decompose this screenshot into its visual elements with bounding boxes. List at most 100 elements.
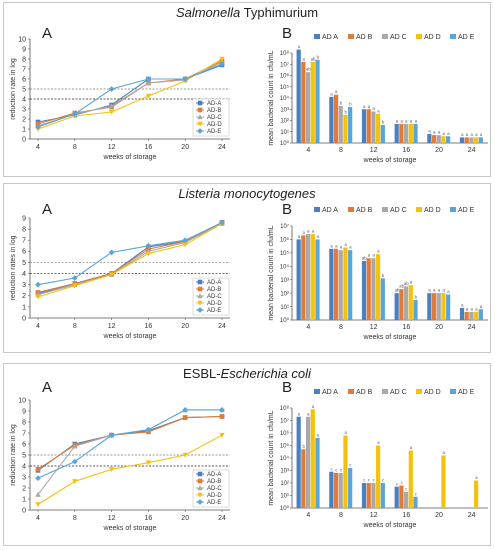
y-tick-label: 3 — [22, 106, 26, 113]
y-tick-label: 10⁷ — [280, 223, 289, 230]
significance-label: a — [428, 288, 431, 293]
legend-swatch — [450, 207, 456, 212]
bar-B — [464, 311, 469, 320]
panel-title: Salmonella Typhimurium — [4, 5, 490, 20]
x-tick-label: 8 — [73, 323, 77, 330]
bar-A — [296, 416, 301, 508]
bar-E — [315, 438, 320, 508]
y-tick-label: 7 — [22, 238, 26, 245]
significance-label: a — [475, 306, 478, 311]
data-point-E — [219, 219, 225, 226]
bar-A — [329, 248, 334, 320]
legend-marker — [197, 286, 203, 292]
significance-label: b — [382, 273, 385, 278]
y-tick-label: 2 — [22, 485, 26, 492]
data-point-D — [108, 272, 115, 278]
significance-label: ab — [399, 284, 404, 289]
title-part: ESBL- — [183, 366, 221, 381]
panel-ecoli: ESBL-Escherichia coli A 0 1 2 3 4 5 6 7 8 9 10 4 8 12 1… — [3, 363, 491, 546]
x-tick-label: 4 — [306, 324, 310, 331]
y-tick-label: 10² — [280, 481, 289, 487]
bar-C — [338, 473, 343, 508]
bar-C — [469, 311, 474, 320]
data-point-C — [108, 103, 115, 109]
legend-entry: AD E — [458, 389, 475, 396]
subplot-label: B — [282, 379, 292, 396]
significance-label: a — [443, 288, 446, 293]
data-point-D — [108, 109, 115, 115]
legend-entry: AD-D — [207, 122, 222, 128]
bar-C — [403, 286, 409, 320]
legend-marker — [197, 485, 203, 491]
y-tick-label: 5 — [22, 86, 26, 93]
x-tick-label: 12 — [108, 144, 116, 151]
significance-label: a — [302, 57, 305, 62]
legend-entry: AD-B — [207, 479, 221, 485]
y-tick-label: 10⁸ — [280, 50, 290, 57]
bar-C — [469, 137, 474, 143]
subplot-label: A — [42, 379, 52, 396]
significance-label: c — [368, 478, 370, 483]
significance-label: c — [373, 478, 375, 483]
significance-label: c — [349, 463, 351, 468]
bar-A — [459, 307, 465, 320]
y-tick-label: 10⁷ — [280, 61, 289, 68]
y-tick-label: 4 — [22, 271, 26, 278]
significance-label: a — [317, 234, 320, 239]
bar-B — [464, 137, 469, 143]
significance-label: a — [368, 253, 371, 258]
x-tick-label: 4 — [36, 515, 40, 522]
data-point-E — [35, 475, 41, 481]
bar-D — [441, 136, 446, 143]
bar-C — [305, 234, 311, 320]
significance-label: c — [396, 481, 398, 486]
significance-label: a — [415, 118, 418, 123]
series-line-D — [37, 434, 223, 505]
bar-E — [380, 483, 385, 508]
legend-entry: AD-A — [207, 280, 221, 286]
bar-A — [459, 137, 465, 143]
significance-label: a — [345, 430, 348, 435]
significance-label: a — [461, 132, 464, 137]
series-line-D — [37, 58, 223, 130]
legend-marker — [197, 128, 203, 134]
x-tick-label: 4 — [36, 323, 40, 330]
x-tick-label: 20 — [181, 323, 189, 330]
data-point-D — [145, 460, 152, 466]
legend-entry: AD C — [390, 34, 407, 41]
y-tick-label: 1 — [22, 126, 26, 133]
bar-B — [301, 449, 306, 508]
bar-chart: B 10⁰ 10¹ 10² 10³ 10⁴ 10⁵ 10⁶ 10⁷ 10⁸ weeks of sto… — [268, 379, 488, 529]
bar-E — [478, 137, 483, 143]
panel-title: ESBL-Escherichia coli — [4, 366, 490, 381]
bar-chart: B 10⁰ 10¹ 10² 10³ 10⁴ 10⁵ 10⁶ 10⁷ weeks of storag… — [268, 201, 488, 341]
significance-label: b — [302, 444, 305, 449]
y-tick-label: 2 — [22, 293, 26, 300]
bar-A — [296, 239, 301, 320]
x-axis-label: weeks of storage — [103, 333, 157, 340]
y-tick-label: 10⁰ — [280, 140, 290, 147]
legend-entry: AD C — [390, 207, 407, 214]
significance-label: a — [480, 132, 483, 137]
legend-swatch — [382, 207, 388, 212]
x-axis-label: weeks of storage — [103, 154, 157, 161]
legend-marker — [197, 107, 203, 113]
significance-label: a — [443, 450, 446, 455]
significance-label: a — [438, 130, 441, 135]
legend: AD A AD B AD C AD D AD E — [314, 389, 475, 396]
significance-label: a — [475, 132, 478, 137]
legend-entry: AD-D — [207, 493, 222, 499]
legend-marker — [197, 492, 203, 498]
legend-marker — [197, 300, 203, 306]
legend-marker — [197, 471, 203, 477]
bar-B — [366, 483, 371, 508]
bar-D — [441, 455, 446, 508]
x-tick-label: 20 — [181, 144, 189, 151]
significance-label: b — [345, 109, 348, 114]
legend-entry: AD-E — [207, 500, 221, 506]
y-tick-label: 0 — [22, 315, 26, 322]
legend-swatch — [416, 389, 422, 394]
